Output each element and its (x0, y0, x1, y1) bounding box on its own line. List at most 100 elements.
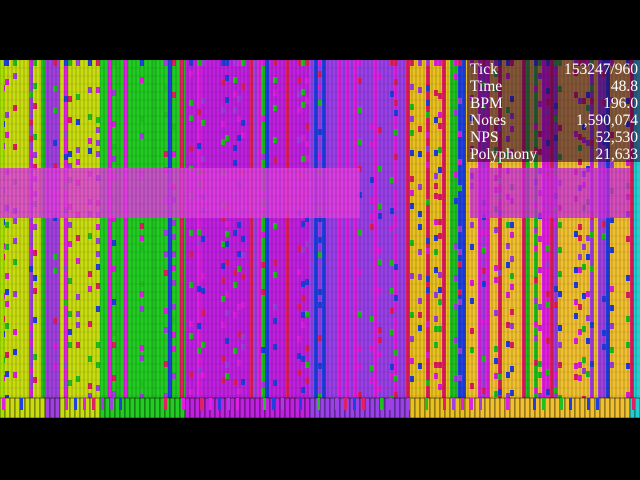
note (626, 275, 630, 281)
key (614, 397, 621, 418)
note (370, 198, 374, 204)
note (301, 281, 305, 287)
note-column (490, 60, 494, 398)
note-column (237, 60, 241, 398)
note (172, 234, 176, 240)
note (602, 296, 606, 302)
note (578, 235, 582, 241)
note (261, 347, 265, 353)
note (233, 230, 237, 236)
note (29, 340, 33, 346)
note (602, 371, 606, 377)
note (494, 310, 498, 316)
note (197, 381, 201, 387)
note-column (466, 60, 470, 398)
key (174, 397, 181, 418)
note (426, 100, 430, 106)
note (554, 286, 558, 292)
note (454, 187, 458, 193)
note (438, 167, 442, 173)
key (104, 397, 111, 418)
note (558, 271, 562, 277)
note-column (610, 60, 614, 398)
note (378, 247, 382, 253)
note (13, 73, 17, 79)
note-column (245, 60, 249, 398)
note-column (326, 60, 330, 398)
note (534, 277, 538, 283)
note (96, 264, 100, 270)
note (510, 232, 514, 238)
note (76, 235, 80, 241)
note (394, 129, 398, 135)
note (626, 160, 630, 166)
key (24, 397, 31, 418)
note (438, 326, 442, 332)
note-column (88, 60, 92, 398)
note (201, 372, 205, 378)
note-column (265, 60, 269, 398)
note (358, 60, 362, 66)
note (426, 85, 430, 91)
note-column (92, 60, 96, 398)
note (510, 342, 514, 348)
note (602, 221, 606, 227)
note (33, 250, 37, 256)
note (221, 60, 225, 66)
note (297, 304, 301, 310)
key (524, 397, 531, 418)
black-key (596, 398, 599, 410)
note (5, 273, 9, 279)
note (318, 252, 322, 258)
note (221, 296, 225, 302)
note (586, 291, 590, 297)
note (574, 374, 578, 380)
note-column (0, 60, 4, 398)
note (546, 320, 550, 326)
note (140, 235, 144, 241)
note (233, 379, 237, 385)
note (305, 216, 309, 222)
note (470, 244, 474, 250)
note (510, 366, 514, 372)
note-column (342, 60, 346, 398)
note (64, 266, 68, 272)
note (510, 284, 514, 290)
note (410, 190, 414, 196)
note-column (213, 60, 217, 398)
note (164, 151, 168, 157)
note (438, 93, 442, 99)
note (434, 373, 438, 379)
note (590, 232, 594, 238)
note-column (185, 60, 189, 398)
note (197, 239, 201, 245)
note (434, 60, 438, 66)
note (5, 244, 9, 250)
note (273, 380, 277, 386)
note (221, 107, 225, 113)
note (189, 230, 193, 236)
note (76, 376, 80, 382)
note (261, 60, 265, 66)
note (53, 283, 57, 289)
stat-value: 48.8 (610, 78, 638, 95)
note-column (225, 60, 229, 398)
note (426, 112, 430, 118)
note (241, 236, 245, 242)
note (233, 269, 237, 275)
note (13, 259, 17, 265)
note (370, 316, 374, 322)
note-column (318, 60, 322, 398)
note (574, 231, 578, 237)
black-key (20, 398, 23, 410)
black-key (65, 398, 68, 410)
note (426, 276, 430, 282)
note (426, 60, 430, 66)
note (225, 75, 229, 81)
note (370, 249, 374, 255)
black-key (587, 398, 590, 410)
note-column (84, 60, 88, 398)
note (233, 60, 237, 66)
note (305, 345, 309, 351)
